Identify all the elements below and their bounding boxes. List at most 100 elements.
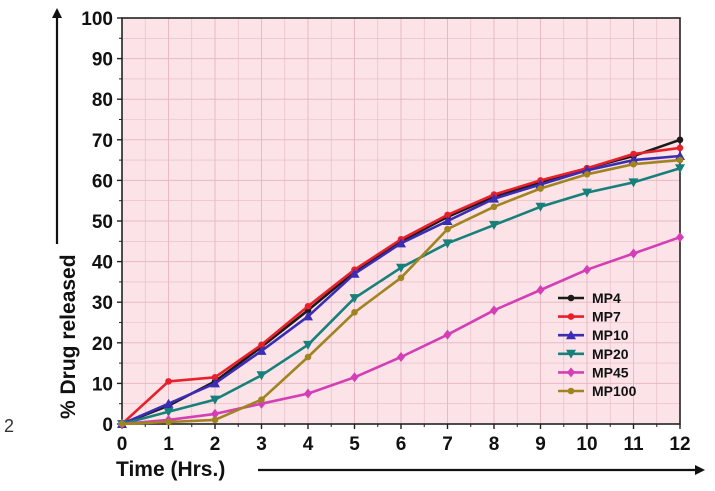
data-point-mp10 [396,238,406,248]
legend-marker-mp4 [567,294,575,302]
y-tick-label: 20 [92,334,113,355]
data-point-mp20 [349,294,360,304]
data-point-mp100 [444,225,451,233]
legend-label-mp20: MP20 [592,346,629,362]
data-point-mp20 [489,221,499,231]
data-point-mp45 [629,248,638,259]
data-point-mp10 [628,155,639,165]
data-point-mp10 [210,378,220,388]
data-point-mp45 [490,305,498,316]
y-tick-label: 80 [92,90,113,111]
y-axis-title: % Drug released [57,254,80,419]
legend-marker-mp45 [567,367,575,378]
data-point-mp100 [583,171,591,178]
data-point-mp7 [676,144,684,152]
data-point-mp45 [211,408,219,419]
y-tick-label: 10 [92,374,113,395]
y-tick-label: 100 [81,9,113,30]
data-point-mp45 [583,264,591,275]
y-tick-label: 30 [92,293,113,314]
x-tick-label: 9 [535,434,546,455]
data-point-mp20 [628,178,639,188]
data-point-mp10 [675,151,685,161]
data-point-mp100 [351,309,358,316]
data-point-mp7 [211,374,219,381]
data-point-mp20 [256,371,267,381]
x-tick-label: 6 [396,434,407,455]
data-point-mp100 [537,185,544,192]
data-point-mp100 [397,274,405,282]
data-point-mp45 [397,352,405,363]
series-mp100 [118,156,684,428]
data-point-mp10 [442,216,453,225]
data-point-mp45 [536,285,545,296]
data-point-mp100 [490,203,498,211]
data-point-mp20 [163,407,174,417]
data-point-mp7 [258,341,265,349]
data-point-mp100 [211,416,219,424]
data-point-mp20 [442,239,453,249]
data-point-mp20 [303,340,313,350]
x-tick-label: 1 [163,434,174,455]
data-point-mp100 [304,353,312,361]
legend: MP4 MP7 MP10 MP20 MP45 MP100 [558,290,637,399]
y-tick-label: 50 [92,212,113,233]
x-axis-title: Time (Hrs.) [116,458,225,481]
series-mp45 [118,232,684,429]
data-point-mp100 [630,160,637,168]
x-tick-label: 10 [576,434,597,455]
data-point-mp100 [676,156,684,164]
data-point-mp20 [582,188,592,198]
data-point-mp45 [350,372,359,383]
legend-label-mp7: MP7 [592,309,621,325]
legend-label-mp100: MP100 [592,383,637,399]
data-point-mp20 [396,263,406,273]
data-point-mp100 [165,418,172,426]
legend-label-mp10: MP10 [592,327,629,343]
data-point-mp7 [304,302,312,310]
legend-marker-mp7 [567,313,575,320]
x-tick-label: 12 [669,434,690,455]
data-point-mp10 [163,398,174,408]
data-point-mp10 [303,311,313,321]
data-point-mp45 [443,329,452,340]
x-tick-label: 2 [210,434,221,455]
x-tick-label: 0 [117,434,128,455]
data-point-mp10 [256,345,267,355]
x-tick-label: 8 [489,434,500,455]
x-tick-label: 3 [256,434,267,455]
legend-marker-mp100 [567,387,575,395]
y-tick-label: 0 [102,415,113,436]
y-tick-label: 70 [92,131,113,152]
data-point-mp10 [582,165,592,175]
data-point-mp20 [210,395,220,405]
data-point-mp10 [489,193,499,203]
y-tick-label: 60 [92,171,113,192]
series-mp20 [117,164,685,429]
legend-label-mp4: MP4 [592,290,621,306]
data-point-mp7 [630,150,637,158]
data-point-mp10 [349,268,360,278]
data-point-mp4 [676,136,684,144]
data-point-mp10 [535,179,546,189]
data-point-mp100 [258,396,265,403]
data-point-mp45 [676,232,684,243]
grid [121,17,681,425]
legend-label-mp45: MP45 [592,364,629,380]
y-tick-label: 90 [92,50,113,71]
stray-label: 2 [4,416,14,436]
legend-marker-mp10 [566,330,576,340]
x-tick-label: 5 [349,434,360,455]
x-tick-label: 7 [442,434,453,455]
data-point-mp7 [444,211,451,219]
x-tick-label: 4 [303,434,314,455]
data-point-mp100 [118,420,126,428]
legend-marker-mp20 [566,349,576,359]
y-tick-label: 40 [92,253,113,274]
data-point-mp45 [304,388,312,399]
data-point-mp20 [675,164,685,174]
x-tick-label: 11 [623,434,644,455]
